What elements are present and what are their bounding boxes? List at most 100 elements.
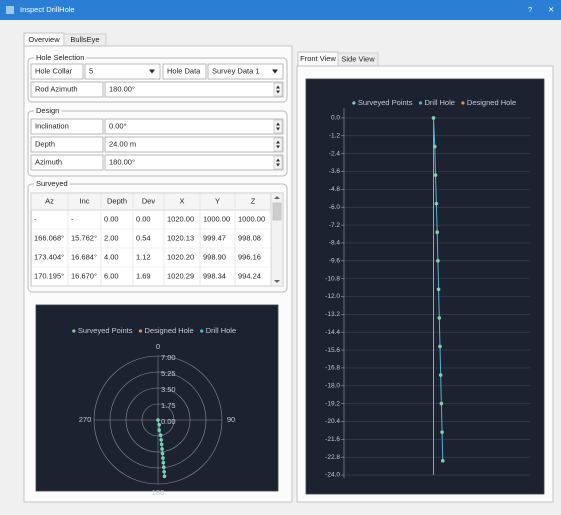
- group-title-bg: [34, 52, 87, 62]
- field-label: Hole Collar: [35, 66, 73, 75]
- radial-label: 0.00: [161, 417, 176, 426]
- radial-label: 5.25: [161, 369, 176, 378]
- spin-box[interactable]: [104, 81, 284, 98]
- combo-box[interactable]: [84, 63, 161, 80]
- scroll-thumb[interactable]: [272, 202, 282, 221]
- table-cell: 998.08: [238, 233, 261, 242]
- combo-box[interactable]: [207, 63, 284, 80]
- table-cell: 1020.20: [167, 252, 194, 261]
- surveyed-point: [162, 469, 166, 474]
- table-cell: 994.24: [238, 271, 261, 280]
- surveyed-point: [156, 418, 160, 422]
- table-cell: 996.16: [238, 252, 261, 261]
- surveyed-point: [433, 144, 437, 149]
- table-cell: 1020.00: [167, 214, 194, 223]
- group-title: Surveyed: [36, 179, 68, 188]
- column-header: Depth: [107, 196, 127, 205]
- angle-label: 270: [79, 415, 92, 424]
- y-tick-label: -15.6: [325, 347, 340, 354]
- group-title-bg: [34, 178, 70, 188]
- y-tick-label: -12.0: [325, 293, 340, 300]
- radial-label: 1.75: [161, 401, 176, 410]
- label-box: [30, 154, 104, 171]
- tab-label[interactable]: BullsEye: [70, 35, 99, 44]
- column-header: Az: [45, 196, 54, 205]
- chart-panel: [35, 304, 279, 492]
- legend-label: Designed Hole: [145, 326, 194, 335]
- surveyed-point: [161, 460, 166, 465]
- group-title: Hole Selection: [36, 53, 84, 62]
- field-label: Rod Azimuth: [35, 84, 78, 93]
- angle-label: 90: [227, 415, 235, 424]
- dropdown-arrow: [149, 69, 155, 74]
- spin-buttons[interactable]: [273, 82, 283, 97]
- surveyed-point: [431, 116, 436, 120]
- tab-label[interactable]: Side View: [341, 54, 375, 63]
- y-tick-label: -24.0: [325, 472, 340, 479]
- table-cell: 6.00: [104, 271, 119, 280]
- y-tick-label: -7.2: [329, 222, 341, 229]
- surveyed-point: [159, 438, 163, 442]
- tab-label[interactable]: Front View: [300, 54, 336, 63]
- y-tick-label: -10.8: [325, 275, 340, 282]
- spin-arrows: [276, 122, 280, 131]
- table-cell: 998.34: [203, 271, 226, 280]
- y-tick-label: -4.8: [329, 186, 341, 193]
- spin-box[interactable]: [104, 118, 284, 135]
- legend-label: Drill Hole: [206, 326, 236, 335]
- table-cell: 0.54: [136, 233, 151, 242]
- table-cell: 2.00: [104, 233, 119, 242]
- spin-box[interactable]: [104, 136, 284, 153]
- combo-value: Survey Data 1: [212, 66, 260, 75]
- label-box: [30, 136, 104, 153]
- table-cell: 0.00: [104, 214, 119, 223]
- app-icon: [6, 6, 14, 14]
- spin-box[interactable]: [104, 154, 284, 171]
- table-cell: -: [71, 214, 74, 223]
- y-tick-label: -22.8: [325, 454, 340, 461]
- spin-value: 0.00°: [109, 121, 127, 130]
- table-cell: 1020.29: [167, 271, 194, 280]
- surveyed-point: [440, 458, 445, 463]
- y-tick-label: -2.4: [329, 150, 341, 157]
- close-button[interactable]: ✕: [548, 5, 554, 14]
- field-label: Inclination: [35, 121, 69, 130]
- label-box: [30, 118, 104, 135]
- help-button[interactable]: ?: [528, 5, 532, 14]
- spin-buttons[interactable]: [273, 119, 283, 134]
- table-cell: 998.90: [203, 252, 226, 261]
- spin-value: 180.00°: [109, 157, 135, 166]
- column-header: X: [179, 196, 184, 205]
- spin-buttons[interactable]: [273, 137, 283, 152]
- y-tick-label: -13.2: [325, 311, 340, 318]
- legend-label: Surveyed Points: [78, 326, 133, 335]
- dropdown-arrow: [272, 69, 278, 74]
- surveyed-point: [158, 433, 163, 438]
- tab-label[interactable]: Overview: [28, 35, 60, 44]
- radial-label: 7.00: [161, 353, 176, 362]
- legend-label: Drill Hole: [425, 98, 455, 107]
- y-tick-label: -3.6: [329, 168, 341, 175]
- table-cell: 170.195°: [34, 271, 64, 280]
- field-label: Depth: [35, 139, 55, 148]
- column-header: Z: [251, 196, 256, 205]
- table-cell: 1000.00: [238, 214, 265, 223]
- legend-marker: [461, 101, 465, 105]
- column-header: Y: [215, 196, 220, 205]
- table-cell: 166.068°: [34, 233, 64, 242]
- table-cell: 1000.00: [203, 214, 230, 223]
- label-box: [162, 63, 207, 80]
- legend-label: Designed Hole: [467, 98, 516, 107]
- spin-buttons[interactable]: [273, 155, 283, 170]
- radial-ring: [109, 371, 207, 469]
- surveyed-point: [161, 456, 165, 460]
- y-tick-label: -16.8: [325, 365, 340, 372]
- radial-label: 3.50: [161, 385, 176, 394]
- spin-arrows: [276, 140, 280, 149]
- label-box: [30, 81, 104, 98]
- polar-chart: Surveyed Points Designed Hole Drill Hole 0 9…: [72, 326, 236, 497]
- y-tick-label: -8.4: [329, 240, 341, 247]
- front-view-chart: Surveyed Points Drill Hole Designed Hole 0.…: [325, 98, 530, 479]
- surveyed-point: [437, 316, 442, 320]
